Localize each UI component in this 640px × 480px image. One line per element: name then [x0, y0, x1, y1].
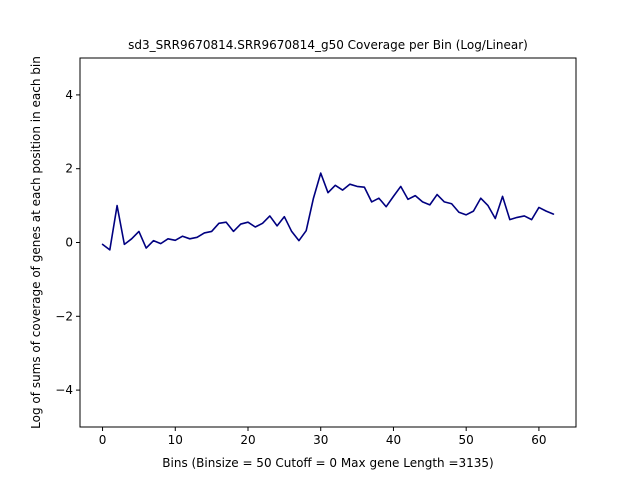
y-axis-label: Log of sums of coverage of genes at each…: [29, 56, 43, 429]
x-axis-ticks: 0 10 20 30 40 50 60: [99, 427, 547, 447]
y-tick-label: 4: [65, 88, 73, 102]
x-axis-label: Bins (Binsize = 50 Cutoff = 0 Max gene L…: [162, 456, 493, 470]
y-tick-label: 0: [65, 236, 73, 250]
y-tick-label: 2: [65, 162, 73, 176]
x-tick-label: 20: [240, 433, 255, 447]
x-tick-label: 10: [168, 433, 183, 447]
x-tick-label: 0: [99, 433, 107, 447]
y-axis-ticks: −4 −2 0 2 4: [55, 88, 80, 397]
chart-title: sd3_SRR9670814.SRR9670814_g50 Coverage p…: [128, 38, 528, 52]
coverage-series-line: [101, 172, 555, 251]
x-tick-label: 50: [459, 433, 474, 447]
x-tick-label: 40: [386, 433, 401, 447]
y-tick-label: −4: [55, 383, 73, 397]
plot-area-frame: [79, 57, 577, 428]
x-tick-label: 30: [313, 433, 328, 447]
x-tick-label: 60: [531, 433, 546, 447]
y-tick-label: −2: [55, 309, 73, 323]
